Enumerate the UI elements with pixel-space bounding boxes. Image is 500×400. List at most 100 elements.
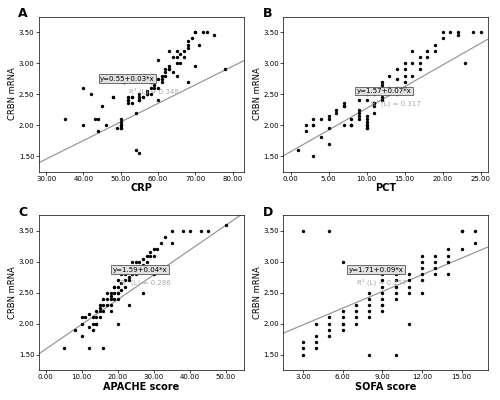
Point bbox=[408, 48, 416, 54]
Point bbox=[160, 234, 168, 240]
Point bbox=[458, 228, 466, 234]
Text: y=1.71+0.09*x: y=1.71+0.09*x bbox=[348, 266, 404, 272]
Point bbox=[338, 320, 346, 327]
Point bbox=[139, 256, 147, 262]
Point bbox=[416, 54, 424, 60]
Point bbox=[168, 228, 176, 234]
Point bbox=[172, 54, 180, 60]
Point bbox=[348, 122, 356, 128]
Point bbox=[192, 29, 200, 36]
Point bbox=[446, 29, 454, 36]
Point bbox=[408, 60, 416, 66]
Point bbox=[310, 153, 318, 159]
Point bbox=[158, 78, 166, 85]
Point bbox=[158, 72, 166, 79]
Point bbox=[338, 308, 346, 314]
Point bbox=[150, 252, 158, 259]
Point bbox=[362, 122, 370, 128]
Point bbox=[116, 122, 124, 128]
Point bbox=[299, 345, 307, 352]
Point bbox=[362, 97, 370, 104]
Point bbox=[340, 100, 348, 107]
Point bbox=[299, 228, 307, 234]
Point bbox=[118, 271, 126, 277]
Point bbox=[355, 112, 363, 119]
Point bbox=[312, 333, 320, 339]
Point bbox=[121, 277, 129, 284]
Point bbox=[90, 116, 98, 122]
Point bbox=[431, 252, 439, 259]
Point bbox=[370, 110, 378, 116]
Point bbox=[312, 339, 320, 346]
Point bbox=[103, 302, 111, 308]
Point bbox=[222, 222, 230, 228]
Point bbox=[462, 60, 469, 66]
Point bbox=[100, 296, 108, 302]
Point bbox=[378, 302, 386, 308]
Point bbox=[352, 308, 360, 314]
Point bbox=[326, 228, 334, 234]
Point bbox=[168, 240, 176, 246]
Point bbox=[154, 57, 162, 63]
Point bbox=[92, 314, 100, 321]
Point bbox=[400, 78, 408, 85]
Point bbox=[100, 345, 108, 352]
Text: A: A bbox=[18, 8, 28, 20]
Point bbox=[184, 78, 192, 85]
Point bbox=[139, 290, 147, 296]
Text: y=0.55+0.03*x: y=0.55+0.03*x bbox=[100, 76, 155, 82]
Text: C: C bbox=[18, 206, 27, 219]
Point bbox=[392, 290, 400, 296]
Point bbox=[96, 305, 104, 312]
Point bbox=[154, 246, 162, 252]
Point bbox=[150, 246, 158, 252]
Point bbox=[136, 97, 143, 104]
Point bbox=[362, 125, 370, 131]
Point bbox=[221, 66, 229, 72]
Point bbox=[180, 48, 188, 54]
Point bbox=[378, 296, 386, 302]
Y-axis label: CRBN mRNA: CRBN mRNA bbox=[252, 266, 262, 319]
Point bbox=[184, 44, 192, 51]
Point bbox=[154, 85, 162, 91]
Y-axis label: CRBN mRNA: CRBN mRNA bbox=[8, 266, 18, 319]
Point bbox=[471, 228, 479, 234]
Point bbox=[312, 345, 320, 352]
Point bbox=[78, 333, 86, 339]
Point bbox=[317, 116, 325, 122]
Point bbox=[469, 29, 477, 36]
Point bbox=[378, 290, 386, 296]
Point bbox=[61, 116, 69, 122]
Point bbox=[326, 327, 334, 333]
Point bbox=[146, 78, 154, 85]
Point bbox=[139, 94, 147, 100]
Point bbox=[348, 116, 356, 122]
Text: R² (L) = 0.317: R² (L) = 0.317 bbox=[371, 100, 421, 107]
Point bbox=[418, 252, 426, 259]
Point bbox=[94, 116, 102, 122]
X-axis label: PCT: PCT bbox=[375, 183, 396, 193]
Point bbox=[88, 327, 96, 333]
Point bbox=[393, 91, 401, 97]
Point bbox=[378, 82, 386, 88]
Point bbox=[132, 271, 140, 277]
X-axis label: SOFA score: SOFA score bbox=[355, 382, 416, 392]
Point bbox=[150, 82, 158, 88]
Point bbox=[454, 29, 462, 36]
Point bbox=[87, 91, 95, 97]
Point bbox=[110, 283, 118, 290]
Point bbox=[400, 60, 408, 66]
Point bbox=[136, 94, 143, 100]
Point bbox=[132, 258, 140, 265]
Point bbox=[476, 29, 484, 36]
Point bbox=[365, 296, 373, 302]
Point bbox=[162, 72, 170, 79]
Point bbox=[136, 265, 143, 271]
Point bbox=[310, 116, 318, 122]
Point bbox=[326, 314, 334, 321]
Point bbox=[136, 97, 143, 104]
Point bbox=[458, 228, 466, 234]
Point bbox=[110, 296, 118, 302]
Point bbox=[154, 76, 162, 82]
Point bbox=[136, 258, 143, 265]
